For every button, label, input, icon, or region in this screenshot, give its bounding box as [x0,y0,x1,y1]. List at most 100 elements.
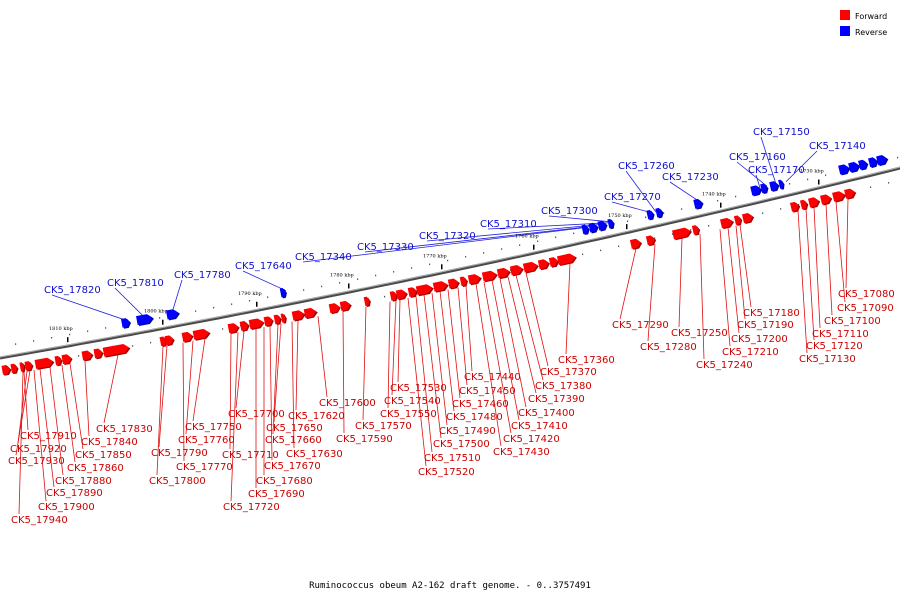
minor-tick [627,220,629,223]
minor-tick [501,248,503,250]
minor-tick [870,186,872,188]
forward-gene-label: CK5_17720 [223,502,280,513]
reverse-gene [646,209,655,221]
leader-line [242,270,287,292]
reverse-gene [868,157,879,169]
leader-line [785,150,818,183]
leader-line [230,332,239,502]
forward-gene-label: CK5_17130 [799,354,856,365]
minor-tick [447,259,449,262]
forward-gene [81,350,94,362]
legend-reverse-swatch [840,26,850,36]
leader-line [797,210,808,354]
forward-gene [415,284,434,297]
leader-line [33,369,47,502]
minor-tick [582,253,584,256]
minor-tick [519,244,521,246]
minor-tick [384,295,386,298]
leader-line [114,287,146,319]
leader-line [295,320,299,411]
reverse-gene [165,309,180,321]
forward-gene-label: CK5_17240 [696,360,753,371]
leader-line [51,294,129,322]
reverse-gene-label: CK5_17260 [618,161,675,172]
forward-gene-label: CK5_17190 [737,320,794,331]
forward-gene-label: CK5_17100 [824,316,881,327]
leader-line [235,330,245,409]
forward-gene-label: CK5_17250 [671,328,728,339]
genome-backbone [0,166,900,360]
forward-gene-label: CK5_17760 [178,435,235,446]
reverse-gene-label: CK5_17300 [541,206,598,217]
forward-gene [102,343,131,358]
forward-gene-label: CK5_17860 [67,463,124,474]
leader-line [362,306,367,421]
forward-gene [799,199,809,211]
leader-line [426,223,602,242]
leader-line [813,207,821,329]
forward-gene-label: CK5_17110 [812,329,869,340]
forward-gene-label: CK5_17210 [722,347,779,358]
forward-gene-label: CK5_17790 [151,448,208,459]
minor-tick [807,178,809,181]
forward-gene [1,365,12,376]
leader-line [103,354,119,424]
forward-gene [61,354,73,366]
forward-gene-label: CK5_17080 [838,289,895,300]
leader-line [156,346,164,476]
forward-gene [273,314,282,326]
forward-gene-label: CK5_17440 [464,372,521,383]
leader-line [487,222,609,230]
forward-gene-label: CK5_17910 [20,431,77,442]
backbone-highlight [0,166,900,358]
leader-line [483,281,512,434]
reverse-gene-label: CK5_17170 [748,165,805,176]
leader-line [805,208,815,341]
minor-tick [33,340,35,342]
forward-gene-label: CK5_17540 [384,396,441,407]
reverse-gene [778,179,785,190]
forward-gene-label: CK5_17510 [424,453,481,464]
reverse-gene-label: CK5_17640 [235,261,292,272]
forward-gene-label: CK5_17920 [10,444,67,455]
major-tick [348,283,350,289]
forward-gene-label: CK5_17530 [390,383,447,394]
forward-gene-label: CK5_17890 [46,488,103,499]
scale-label: 1770 kbp [423,253,447,259]
forward-gene [10,363,19,375]
leader-line [491,280,520,421]
figure-caption: Ruminococcus obeum A2-162 draft genome. … [309,581,591,591]
leader-line [760,136,777,185]
leader-line [291,321,295,449]
leader-line [39,368,55,488]
forward-gene [459,276,468,288]
forward-gene [303,307,318,320]
minor-tick [717,199,719,202]
forward-gene-label: CK5_17460 [452,399,509,410]
leader-line [415,296,433,453]
forward-gene [248,318,265,330]
major-tick [626,224,628,230]
backbone-line [0,166,900,360]
forward-gene-label: CK5_17590 [336,434,393,445]
reverse-gene-label: CK5_17320 [419,231,476,242]
leader-line [699,233,705,360]
reverse-gene [693,198,704,210]
forward-gene-label: CK5_17360 [558,355,615,366]
major-tick [162,319,164,325]
forward-gene [548,257,560,268]
forward-gene-label: CK5_17420 [503,434,560,445]
minor-tick [213,306,215,309]
forward-gene [808,197,821,209]
leader-line [23,371,29,431]
reverse-gene-label: CK5_17140 [809,141,866,152]
minor-tick [78,355,80,357]
forward-gene-label: CK5_17380 [535,381,592,392]
forward-gene [280,313,287,324]
reverse-gene-label: CK5_17340 [295,252,352,263]
minor-tick [51,336,53,339]
leader-line [342,311,345,434]
forward-gene-label: CK5_17660 [265,435,322,446]
minor-tick [15,343,17,345]
